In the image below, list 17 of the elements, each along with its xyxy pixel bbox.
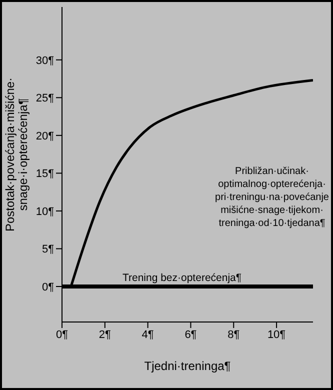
y-tick-label: 10¶ — [36, 206, 54, 218]
y-tick-label: 0¶ — [42, 281, 54, 294]
y-tick-label: 20¶ — [36, 130, 54, 142]
y-tick-label: 15¶ — [36, 168, 54, 180]
y-tick-label: 5¶ — [42, 244, 54, 256]
x-tick-label: 0¶ — [56, 328, 68, 341]
x-axis-title: Tjedni·treninga¶ — [144, 359, 231, 373]
y-tick-label: 25¶ — [36, 92, 54, 105]
y-tick-label: 30¶ — [36, 54, 54, 67]
annotation: Trening bez·opterećenja¶ — [122, 272, 242, 284]
annotation: Približan·učinak· optimalnog·opterećenja· pri·treningu·na·povećanje mišićne·snage·tijekom· treninga·od·10·tjedana¶ — [215, 166, 330, 229]
x-tick-label: 8¶ — [228, 328, 240, 341]
x-tick-label: 4¶ — [142, 328, 154, 341]
x-tick-label: 6¶ — [184, 328, 197, 341]
x-tick-label: 2¶ — [98, 328, 112, 341]
y-axis-title: Postotak·povećanja·mišićne· snage·i·opterećenja¶ — [3, 77, 30, 232]
x-tick-label: 10¶ — [267, 328, 286, 341]
